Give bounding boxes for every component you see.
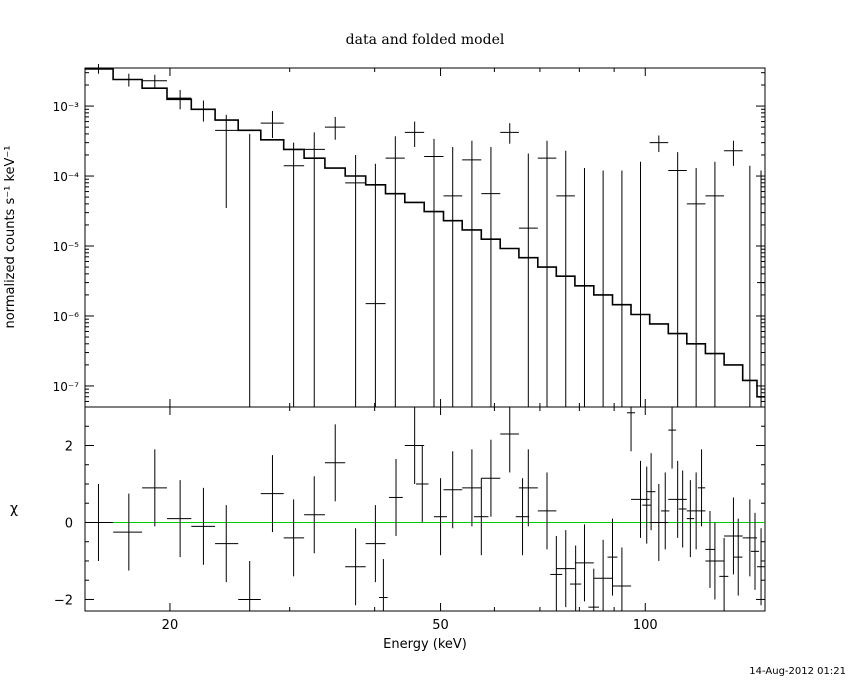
spectrum-y-axis-label: normalized counts s⁻¹ keV⁻¹ <box>3 146 18 329</box>
residual-y-axis-label: χ <box>10 501 18 517</box>
residual-panel: −2 0 2 20 50 100 <box>54 406 766 633</box>
y-tick-label: 10⁻⁵ <box>53 240 80 254</box>
y-tick-label: 0 <box>65 516 73 531</box>
x-tick-label: 20 <box>162 618 179 633</box>
model-line <box>85 68 765 398</box>
spectrum-frame <box>84 67 766 408</box>
y-tick-label: 10⁻⁷ <box>53 380 80 394</box>
spectrum-panel: 10⁻⁷ 10⁻⁶ 10⁻⁵ 10⁻⁴ 10⁻³ <box>53 63 766 415</box>
y-tick-label: 10⁻³ <box>53 100 80 114</box>
x-axis-label: Energy (keV) <box>383 637 467 652</box>
y-tick-label: 2 <box>65 439 73 454</box>
timestamp: 14-Aug-2012 01:21 <box>749 666 846 677</box>
x-tick-label: 100 <box>633 618 658 633</box>
y-tick-label: 10⁻⁶ <box>53 310 80 324</box>
x-tick-label: 50 <box>432 618 449 633</box>
chart-title: data and folded model <box>346 32 505 48</box>
y-tick-label: 10⁻⁴ <box>53 170 80 184</box>
y-tick-label: −2 <box>54 593 73 608</box>
residual-frame <box>84 406 766 612</box>
